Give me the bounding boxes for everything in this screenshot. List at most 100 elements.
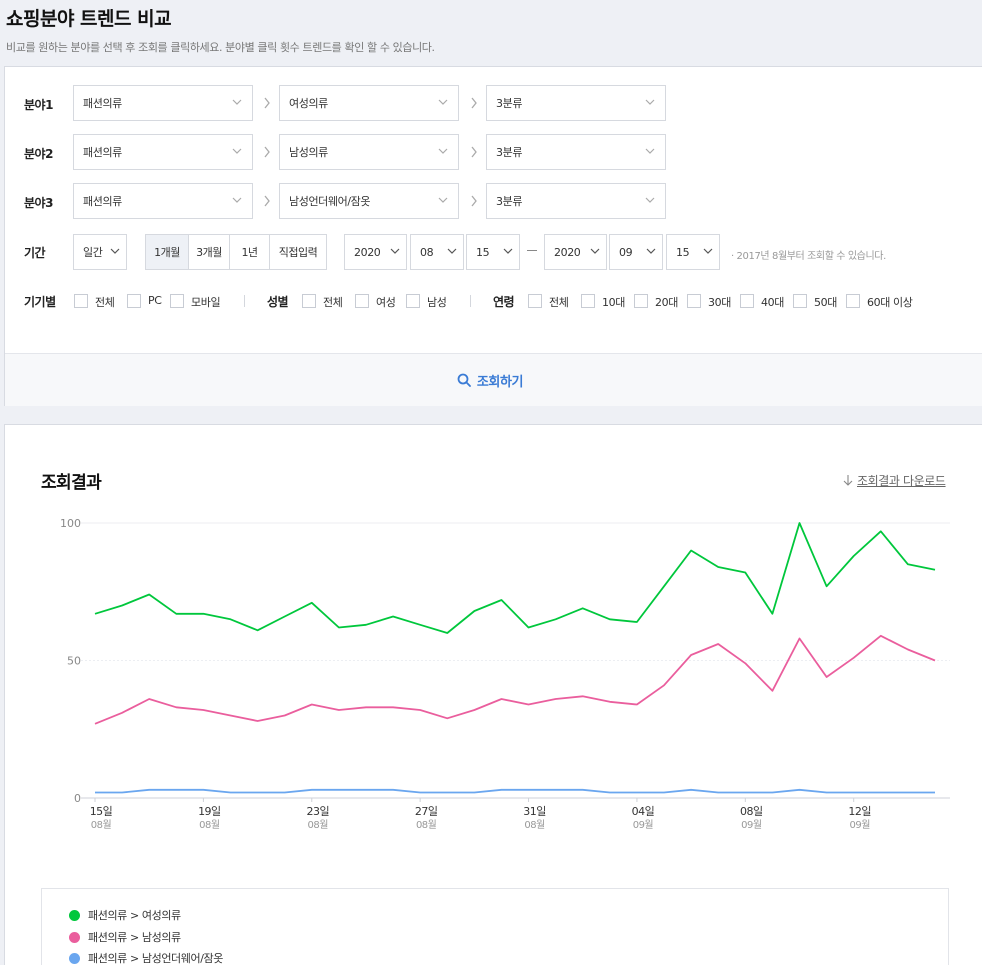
chevron-down-icon (390, 248, 400, 254)
gender-label: 성별 (267, 295, 289, 309)
chevron-down-icon (438, 99, 448, 105)
start-year-select[interactable]: 2020 (344, 234, 407, 270)
select-value: 2020 (354, 245, 381, 259)
field1-category1-select[interactable]: 패션의류 (73, 85, 253, 121)
legend-marker (69, 952, 80, 964)
age-50s-label: 50대 (814, 296, 837, 309)
select-value: 3분류 (496, 97, 523, 110)
end-month-select[interactable]: 09 (609, 234, 663, 270)
select-value: 패션의류 (83, 97, 122, 110)
field2-category3-select[interactable]: 3분류 (486, 134, 666, 170)
legend-item[interactable]: 패션의류 > 여성의류 (69, 907, 181, 923)
age-60plus-label: 60대 이상 (867, 296, 913, 309)
select-value: 15 (676, 245, 690, 259)
select-value: 남성언더웨어/잠옷 (289, 195, 371, 208)
period-3month-button[interactable]: 3개월 (188, 235, 229, 269)
x-tick-label: 19일 (198, 804, 221, 818)
age-20s-checkbox[interactable] (634, 294, 648, 308)
x-tick-sublabel: 08월 (199, 819, 220, 831)
device-all-checkbox[interactable] (74, 294, 88, 308)
result-panel: 조회결과 조회결과 다운로드 0 50 100 15일 08월 19일 08월 23일 08월 2… (4, 424, 982, 965)
age-50s-checkbox[interactable] (793, 294, 807, 308)
legend-item[interactable]: 패션의류 > 남성언더웨어/잠옷 (69, 950, 223, 965)
field2-category2-select[interactable]: 남성의류 (279, 134, 459, 170)
start-day-select[interactable]: 15 (466, 234, 520, 270)
select-value: 3분류 (496, 146, 523, 159)
period-1month-button[interactable]: 1개월 (146, 235, 188, 269)
age-60plus-checkbox[interactable] (846, 294, 860, 308)
chevron-down-icon (438, 148, 448, 154)
gender-all-label: 전체 (323, 296, 343, 309)
select-value: 15 (476, 245, 490, 259)
x-tick-label: 27일 (415, 804, 438, 818)
field3-category3-select[interactable]: 3분류 (486, 183, 666, 219)
age-10s-checkbox[interactable] (581, 294, 595, 308)
search-button[interactable]: 조회하기 (457, 371, 524, 390)
chevron-down-icon (703, 248, 713, 254)
x-tick-label: 23일 (306, 804, 329, 818)
chevron-right-icon (264, 97, 270, 109)
legend-item[interactable]: 패션의류 > 남성의류 (69, 929, 181, 945)
x-tick-sublabel: 08월 (416, 819, 437, 831)
select-value: 일간 (83, 246, 103, 259)
y-tick-label: 0 (74, 792, 81, 805)
chevron-down-icon (232, 148, 242, 154)
chevron-down-icon (645, 197, 655, 203)
field3-label: 분야3 (24, 196, 53, 210)
chevron-right-icon (471, 97, 477, 109)
download-link[interactable]: 조회결과 다운로드 (843, 472, 946, 489)
age-40s-label: 40대 (761, 296, 784, 309)
start-month-select[interactable]: 08 (410, 234, 464, 270)
chart-legend: 패션의류 > 여성의류 패션의류 > 남성의류 패션의류 > 남성언더웨어/잠옷 (41, 888, 949, 965)
chevron-down-icon (645, 148, 655, 154)
series-line-2 (94, 634, 936, 725)
gender-female-checkbox[interactable] (355, 294, 369, 308)
age-20s-label: 20대 (655, 296, 678, 309)
age-10s-label: 10대 (602, 296, 625, 309)
age-all-checkbox[interactable] (528, 294, 542, 308)
page-header: 쇼핑분야 트렌드 비교 비교를 원하는 분야를 선택 후 조회를 클릭하세요. … (0, 0, 982, 66)
page-description: 비교를 원하는 분야를 선택 후 조회를 클릭하세요. 분야별 클릭 횟수 트렌… (6, 41, 435, 54)
date-range-separator (527, 250, 537, 251)
age-all-label: 전체 (549, 296, 569, 309)
chevron-down-icon (232, 99, 242, 105)
device-all-label: 전체 (95, 296, 115, 309)
field3-category1-select[interactable]: 패션의류 (73, 183, 253, 219)
field1-category2-select[interactable]: 여성의류 (279, 85, 459, 121)
chevron-down-icon (447, 248, 457, 254)
age-label: 연령 (493, 295, 515, 309)
device-mobile-checkbox[interactable] (170, 294, 184, 308)
x-tick-sublabel: 08월 (308, 819, 329, 831)
end-year-select[interactable]: 2020 (544, 234, 607, 270)
period-custom-button[interactable]: 직접입력 (269, 235, 326, 269)
age-40s-checkbox[interactable] (740, 294, 754, 308)
device-pc-checkbox[interactable] (127, 294, 141, 308)
x-tick-label: 31일 (523, 804, 546, 818)
chevron-down-icon (232, 197, 242, 203)
chevron-right-icon (264, 195, 270, 207)
gender-male-checkbox[interactable] (406, 294, 420, 308)
select-value: 08 (420, 245, 434, 259)
x-tick-label: 04일 (632, 804, 655, 818)
select-value: 여성의류 (289, 97, 328, 110)
chevron-down-icon (438, 197, 448, 203)
gender-all-checkbox[interactable] (302, 294, 316, 308)
field3-category2-select[interactable]: 남성언더웨어/잠옷 (279, 183, 459, 219)
period-unit-select[interactable]: 일간 (73, 234, 127, 270)
search-button-label: 조회하기 (476, 374, 524, 390)
select-value: 2020 (554, 245, 581, 259)
x-tick-sublabel: 09월 (741, 819, 762, 831)
period-1year-button[interactable]: 1년 (229, 235, 269, 269)
age-30s-label: 30대 (708, 296, 731, 309)
select-value: 3분류 (496, 195, 523, 208)
divider (470, 295, 471, 307)
field2-category1-select[interactable]: 패션의류 (73, 134, 253, 170)
field1-category3-select[interactable]: 3분류 (486, 85, 666, 121)
age-30s-checkbox[interactable] (687, 294, 701, 308)
search-icon (457, 373, 471, 387)
x-tick-label: 15일 (90, 804, 113, 818)
end-day-select[interactable]: 15 (666, 234, 720, 270)
divider (244, 295, 245, 307)
search-bar: 조회하기 (5, 353, 982, 406)
x-tick-sublabel: 09월 (633, 819, 654, 831)
